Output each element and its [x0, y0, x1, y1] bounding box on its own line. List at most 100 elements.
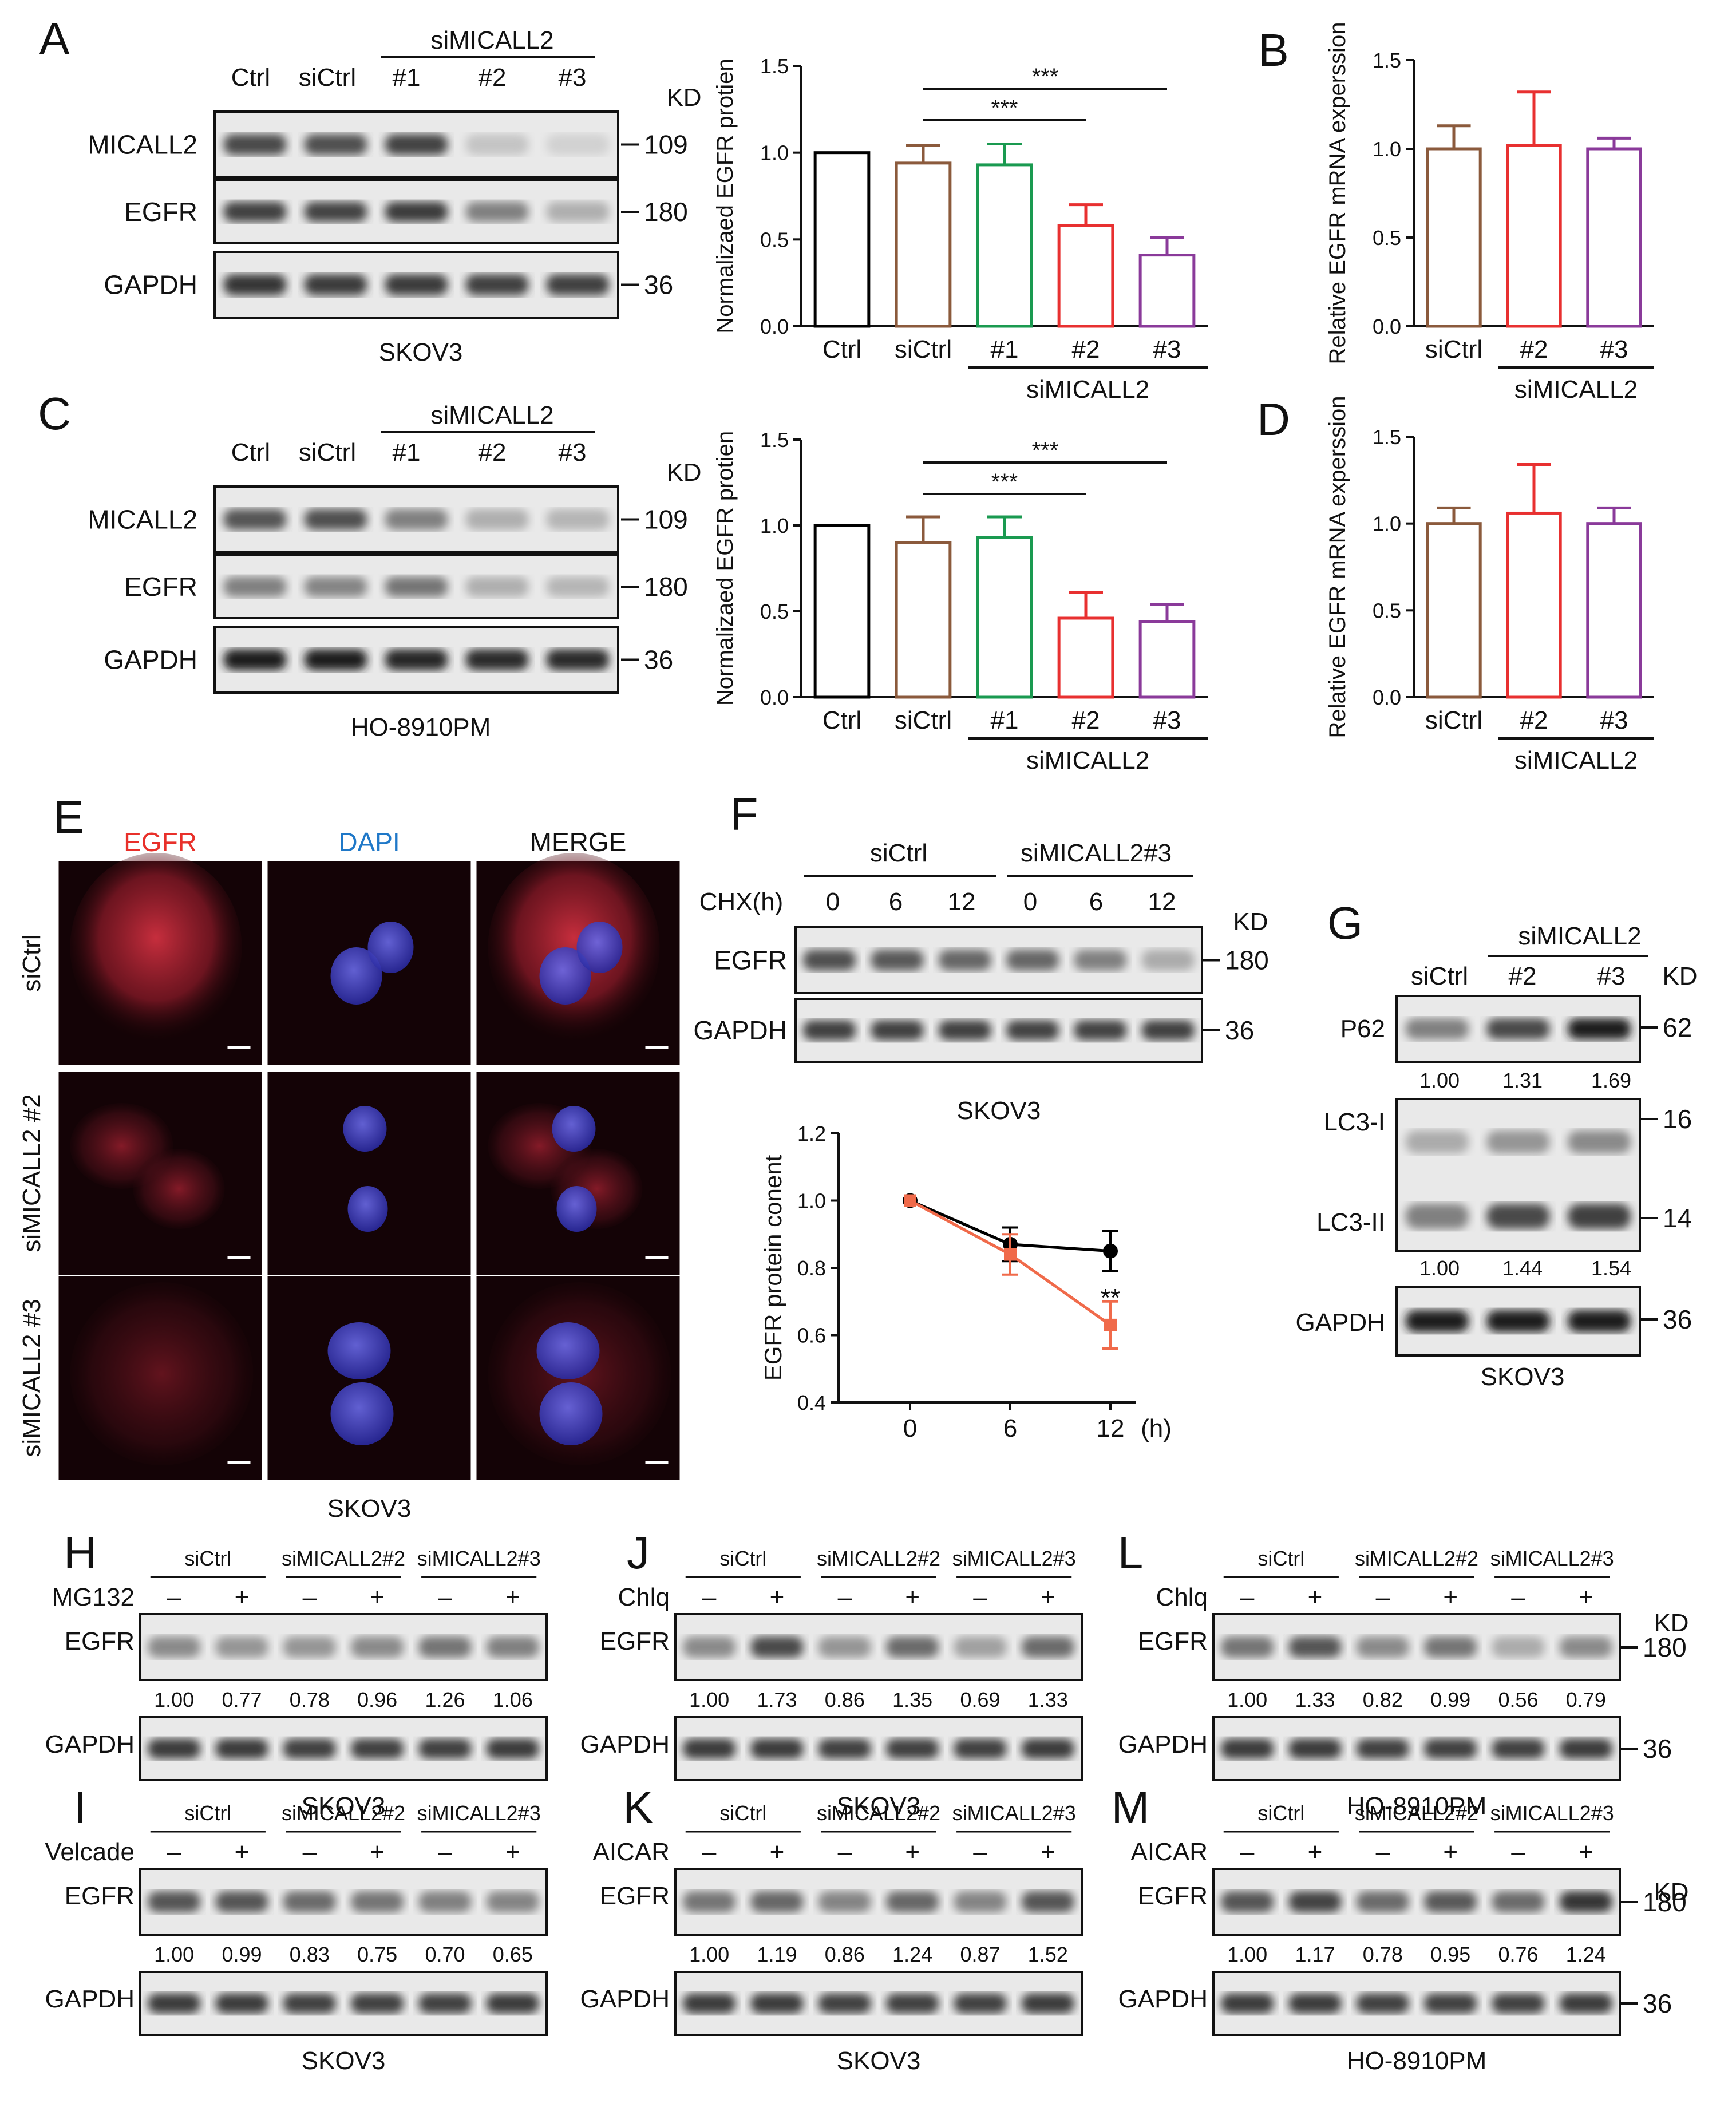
y-tick-label: 0.5	[760, 228, 789, 251]
blot-F-GAPDH-band	[1074, 1020, 1127, 1041]
blot-H-GAPDH-band	[351, 1738, 404, 1759]
x-tick-label: siCtrl	[1425, 706, 1482, 734]
blot-K-GAPDH-band	[750, 1993, 804, 2014]
blot-I-EGFR-band	[418, 1891, 472, 1912]
densitometry-value: 0.65	[493, 1943, 533, 1966]
blot-A-MICALL2-band	[465, 134, 529, 155]
treatment-group-label: siCtrl	[719, 1801, 766, 1825]
egfr-stain	[70, 853, 242, 1042]
blot-A-EGFR-band	[546, 201, 610, 222]
treatment-sign: –	[838, 1838, 852, 1866]
bar	[813, 524, 871, 699]
treatment-sign: +	[1308, 1583, 1323, 1611]
dapi-nucleus	[576, 922, 623, 973]
timepoint-label: 6	[889, 888, 903, 916]
treatment-group-label: siCtrl	[184, 1547, 231, 1570]
bar	[1506, 144, 1562, 328]
blot-J-GAPDH-band	[683, 1738, 736, 1759]
blot-A-EGFR-band	[385, 201, 448, 222]
blot-row-label: EGFR	[1138, 1882, 1208, 1910]
treatment-sign: –	[973, 1838, 987, 1866]
blot-A-GAPDH-band	[546, 274, 610, 295]
blot-G-LC3-I-band	[1486, 1130, 1550, 1153]
blot-row-label: EGFR	[124, 572, 197, 602]
treatment-group-label: siMICALL2#3	[1490, 1547, 1614, 1570]
blot-group-label: siCtrl	[870, 839, 927, 867]
y-tick-label: 0.8	[797, 1256, 826, 1280]
densitometry-value: 1.33	[1295, 1688, 1335, 1711]
blot-K-GAPDH-band	[818, 1993, 871, 2014]
blot-J-GAPDH-band	[1021, 1738, 1074, 1759]
blot-C-EGFR-band	[465, 576, 529, 597]
blot-L-EGFR-band	[1424, 1636, 1477, 1658]
blot-row-label: GAPDH	[693, 1015, 787, 1045]
treatment-sign: +	[1443, 1583, 1458, 1611]
treatment-sign: +	[235, 1583, 250, 1611]
densitometry-value: 0.70	[425, 1943, 465, 1966]
treatment-sign: +	[505, 1838, 520, 1866]
panel-letter-J: J	[627, 1527, 650, 1578]
bar	[1426, 147, 1482, 328]
treatment-sign: +	[1579, 1838, 1593, 1866]
dapi-nucleus	[330, 947, 382, 1005]
treatment-sign: +	[505, 1583, 520, 1611]
x-tick-label: 0	[903, 1414, 917, 1442]
row-label: siCtrl	[18, 934, 46, 991]
densitometry-value: 0.83	[290, 1943, 330, 1966]
lane-label: #2	[479, 438, 507, 467]
densitometry-value: 1.19	[757, 1943, 797, 1966]
timepoint-label: 6	[1089, 888, 1103, 916]
lane-label: Ctrl	[231, 64, 270, 92]
blot-A-GAPDH-band	[465, 274, 529, 295]
blot-F-EGFR-box	[794, 926, 1203, 994]
treatment-label: Chlq	[618, 1583, 670, 1611]
blot-F-GAPDH-band	[1006, 1020, 1059, 1041]
panel-letter-K: K	[623, 1782, 653, 1833]
kd-marker-kd: 36	[644, 270, 673, 300]
kd-header: KD	[1662, 962, 1697, 990]
x-tick-label: #2	[1072, 335, 1100, 363]
y-tick-label: 1.5	[1373, 425, 1401, 449]
row-label: siMICALL2 #3	[18, 1299, 46, 1457]
blot-H-EGFR-band	[486, 1636, 539, 1658]
blot-C-EGFR-band	[223, 576, 287, 597]
treatment-group-label: siMICALL2#3	[952, 1547, 1076, 1570]
treatment-sign: –	[702, 1583, 717, 1611]
densitometry-value: 0.77	[222, 1688, 262, 1711]
blot-H-GAPDH-band	[418, 1738, 472, 1759]
densitometry-value: 1.54	[1591, 1256, 1631, 1280]
x-tick-label: 12	[1097, 1414, 1125, 1442]
x-tick-label: #3	[1153, 335, 1181, 363]
bar-chart-layer: 0.0 0.5 1.0 1.5 Normalizaed EGFR protien Ctrl…	[713, 22, 1654, 1442]
treatment-sign: –	[167, 1838, 181, 1866]
treatment-sign: –	[1376, 1838, 1390, 1866]
densitometry-value: 1.69	[1591, 1069, 1631, 1092]
blot-row-label: EGFR	[65, 1627, 135, 1655]
blot-M-GAPDH-band	[1559, 1993, 1612, 2014]
blot-H-EGFR-box	[139, 1613, 548, 1681]
blot-row-label: GAPDH	[104, 645, 197, 675]
lane-label: siCtrl	[1411, 962, 1468, 990]
densitometry-value: 1.06	[493, 1688, 533, 1711]
blot-J-EGFR-band	[683, 1636, 736, 1658]
treatment-group-label: siCtrl	[184, 1801, 231, 1825]
densitometry-value: 1.24	[892, 1943, 932, 1966]
treatment-sign: +	[235, 1838, 250, 1866]
kd-marker-kd: 180	[1643, 1887, 1687, 1917]
blot-H-GAPDH-box	[139, 1716, 548, 1781]
densitometry-value: 0.79	[1566, 1688, 1606, 1711]
cell-line-label: SKOV3	[957, 1097, 1041, 1125]
kd-marker-kd: 36	[1643, 1734, 1672, 1764]
blot-I-EGFR-band	[148, 1891, 201, 1912]
blot-M-GAPDH-band	[1492, 1993, 1545, 2014]
kd-marker-kd: 36	[1643, 1989, 1672, 2018]
group-label: siMICALL2	[1026, 746, 1149, 774]
blot-row-label: MICALL2	[88, 505, 197, 535]
y-tick-label: 1.0	[797, 1189, 826, 1213]
blot-K-EGFR-band	[886, 1891, 939, 1912]
blot-G-LC3-I-band	[1567, 1130, 1631, 1153]
blot-M-EGFR-band	[1221, 1891, 1274, 1912]
blot-J-EGFR-band	[886, 1636, 939, 1658]
blot-G-LC3-II-band	[1405, 1204, 1469, 1229]
